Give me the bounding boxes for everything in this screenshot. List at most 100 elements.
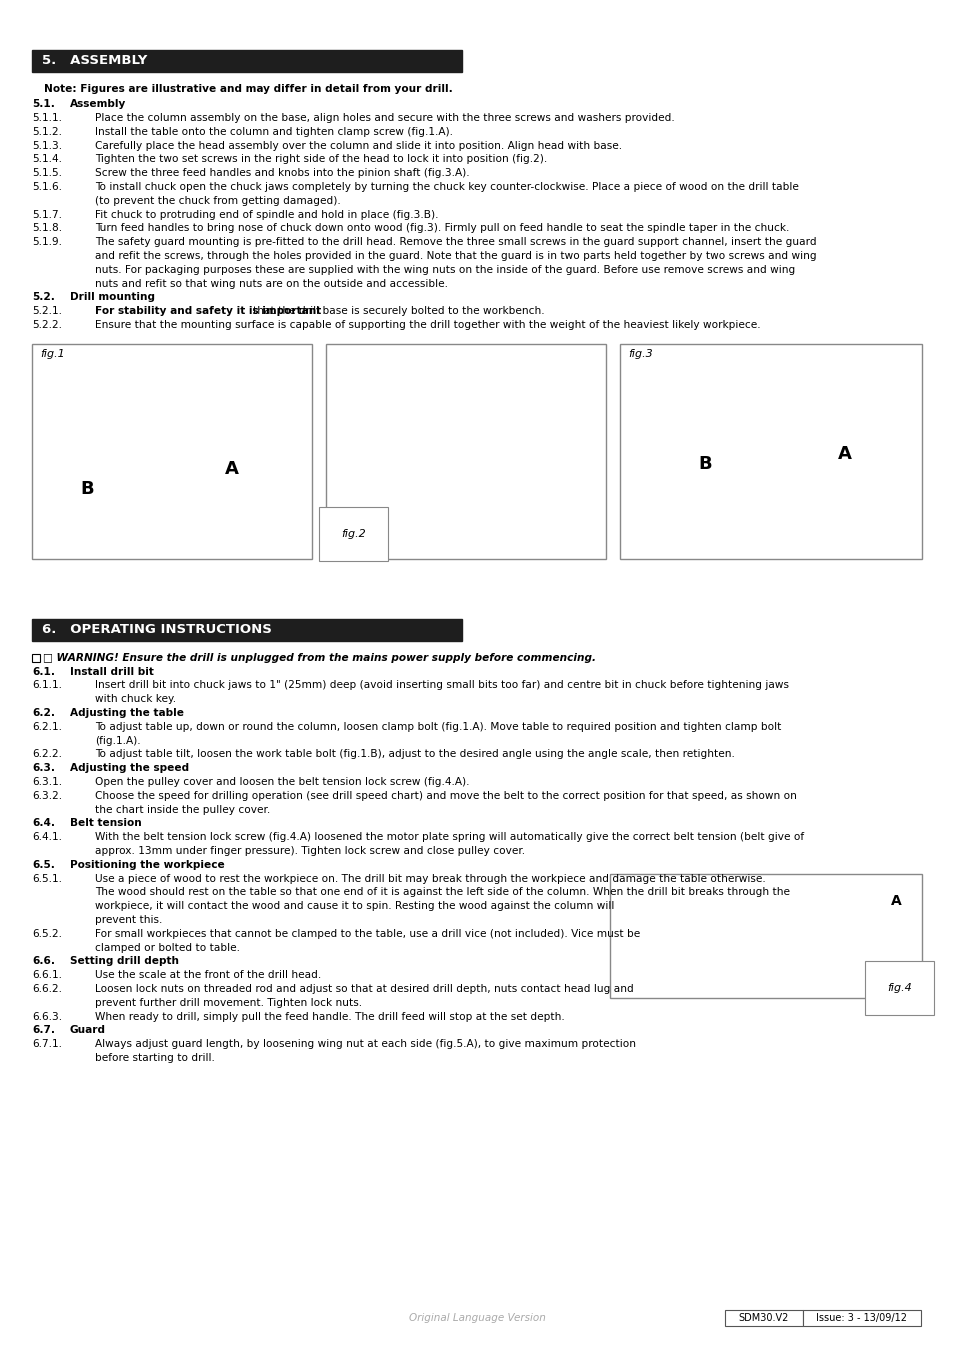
Text: 6.6.: 6.6.: [32, 956, 55, 967]
Text: Drill mounting: Drill mounting: [70, 293, 154, 302]
Text: prevent this.: prevent this.: [95, 915, 162, 925]
Text: Assembly: Assembly: [70, 99, 126, 109]
Text: 6.3.2.: 6.3.2.: [32, 791, 62, 801]
Text: 6.4.1.: 6.4.1.: [32, 832, 62, 842]
Text: 5.   ASSEMBLY: 5. ASSEMBLY: [42, 54, 147, 68]
Text: Issue: 3 - 13/09/12: Issue: 3 - 13/09/12: [816, 1314, 906, 1323]
Text: With the belt tension lock screw (fig.4.A) loosened the motor plate spring will : With the belt tension lock screw (fig.4.…: [95, 832, 803, 842]
Text: 6.   OPERATING INSTRUCTIONS: 6. OPERATING INSTRUCTIONS: [42, 624, 272, 636]
Text: the chart inside the pulley cover.: the chart inside the pulley cover.: [95, 805, 270, 814]
Text: 6.5.2.: 6.5.2.: [32, 929, 62, 938]
Text: 5.1.5.: 5.1.5.: [32, 169, 62, 178]
Text: fig.3: fig.3: [627, 348, 652, 359]
Text: fig.4: fig.4: [886, 983, 911, 992]
Text: 5.1.: 5.1.: [32, 99, 55, 109]
Text: that the drill base is securely bolted to the workbench.: that the drill base is securely bolted t…: [253, 306, 544, 316]
Text: A: A: [225, 460, 238, 478]
Text: Setting drill depth: Setting drill depth: [70, 956, 179, 967]
Text: 5.2.1.: 5.2.1.: [32, 306, 62, 316]
Text: Use a piece of wood to rest the workpiece on. The drill bit may break through th: Use a piece of wood to rest the workpiec…: [95, 873, 765, 884]
Text: For small workpieces that cannot be clamped to the table, use a drill vice (not : For small workpieces that cannot be clam…: [95, 929, 639, 938]
Text: 5.1.1.: 5.1.1.: [32, 113, 62, 123]
Text: 6.2.2.: 6.2.2.: [32, 749, 62, 760]
Text: 5.2.2.: 5.2.2.: [32, 320, 62, 329]
Text: Adjusting the table: Adjusting the table: [70, 707, 184, 718]
Text: Tighten the two set screws in the right side of the head to lock it into positio: Tighten the two set screws in the right …: [95, 154, 547, 165]
Text: 6.4.: 6.4.: [32, 818, 55, 829]
Text: 5.1.9.: 5.1.9.: [32, 238, 62, 247]
Text: 6.5.1.: 6.5.1.: [32, 873, 62, 884]
Text: A: A: [890, 894, 901, 907]
Text: □ WARNING! Ensure the drill is unplugged from the mains power supply before comm: □ WARNING! Ensure the drill is unplugged…: [43, 653, 596, 663]
Text: 5.1.3.: 5.1.3.: [32, 140, 62, 151]
Text: workpiece, it will contact the wood and cause it to spin. Resting the wood again: workpiece, it will contact the wood and …: [95, 902, 614, 911]
Text: 6.6.1.: 6.6.1.: [32, 971, 62, 980]
Text: Screw the three feed handles and knobs into the pinion shaft (fig.3.A).: Screw the three feed handles and knobs i…: [95, 169, 469, 178]
Text: When ready to drill, simply pull the feed handle. The drill feed will stop at th: When ready to drill, simply pull the fee…: [95, 1011, 564, 1022]
Bar: [32, 653, 40, 662]
Text: 6.7.1.: 6.7.1.: [32, 1040, 62, 1049]
Text: The safety guard mounting is pre-fitted to the drill head. Remove the three smal: The safety guard mounting is pre-fitted …: [95, 238, 816, 247]
Text: (to prevent the chuck from getting damaged).: (to prevent the chuck from getting damag…: [95, 196, 340, 205]
Text: 6.1.: 6.1.: [32, 667, 55, 676]
Text: Guard: Guard: [70, 1026, 106, 1035]
Text: SDM30.V2: SDM30.V2: [738, 1314, 788, 1323]
FancyBboxPatch shape: [619, 344, 921, 559]
Text: Positioning the workpiece: Positioning the workpiece: [70, 860, 225, 869]
Text: Note: Figures are illustrative and may differ in detail from your drill.: Note: Figures are illustrative and may d…: [44, 84, 453, 95]
Bar: [724, 1310, 802, 1326]
Text: A: A: [837, 444, 851, 463]
Text: Insert drill bit into chuck jaws to 1" (25mm) deep (avoid inserting small bits t: Insert drill bit into chuck jaws to 1" (…: [95, 680, 788, 690]
Text: nuts and refit so that wing nuts are on the outside and accessible.: nuts and refit so that wing nuts are on …: [95, 278, 448, 289]
Text: To adjust table tilt, loosen the work table bolt (fig.1.B), adjust to the desire: To adjust table tilt, loosen the work ta…: [95, 749, 734, 760]
Text: 5.1.8.: 5.1.8.: [32, 223, 62, 234]
FancyBboxPatch shape: [32, 344, 312, 559]
Text: 5.1.7.: 5.1.7.: [32, 209, 62, 220]
Text: 6.2.1.: 6.2.1.: [32, 722, 62, 732]
Text: fig.1: fig.1: [40, 348, 65, 359]
Text: Turn feed handles to bring nose of chuck down onto wood (fig.3). Firmly pull on : Turn feed handles to bring nose of chuck…: [95, 223, 788, 234]
Bar: [802, 1310, 920, 1326]
Text: Original Language Version: Original Language Version: [408, 1314, 545, 1323]
Text: 6.3.: 6.3.: [32, 763, 55, 774]
Text: 6.2.: 6.2.: [32, 707, 55, 718]
Text: The wood should rest on the table so that one end of it is against the left side: The wood should rest on the table so tha…: [95, 887, 789, 898]
Text: 5.2.: 5.2.: [32, 293, 55, 302]
Text: fig.2: fig.2: [340, 529, 365, 539]
Text: Install the table onto the column and tighten clamp screw (fig.1.A).: Install the table onto the column and ti…: [95, 127, 453, 136]
Text: Install drill bit: Install drill bit: [70, 667, 153, 676]
Text: Loosen lock nuts on threaded rod and adjust so that at desired drill depth, nuts: Loosen lock nuts on threaded rod and adj…: [95, 984, 633, 994]
Text: clamped or bolted to table.: clamped or bolted to table.: [95, 942, 240, 953]
Text: (fig.1.A).: (fig.1.A).: [95, 736, 140, 745]
Text: Place the column assembly on the base, align holes and secure with the three scr: Place the column assembly on the base, a…: [95, 113, 674, 123]
Text: Use the scale at the front of the drill head.: Use the scale at the front of the drill …: [95, 971, 321, 980]
Text: Carefully place the head assembly over the column and slide it into position. Al: Carefully place the head assembly over t…: [95, 140, 621, 151]
Text: 6.6.3.: 6.6.3.: [32, 1011, 62, 1022]
Bar: [32, 50, 461, 72]
Bar: [32, 618, 461, 641]
Text: 5.1.6.: 5.1.6.: [32, 182, 62, 192]
Text: before starting to drill.: before starting to drill.: [95, 1053, 214, 1062]
Text: B: B: [80, 479, 93, 498]
Text: B: B: [698, 455, 711, 472]
Text: Adjusting the speed: Adjusting the speed: [70, 763, 189, 774]
Text: and refit the screws, through the holes provided in the guard. Note that the gua: and refit the screws, through the holes …: [95, 251, 816, 261]
Text: Fit chuck to protruding end of spindle and hold in place (fig.3.B).: Fit chuck to protruding end of spindle a…: [95, 209, 438, 220]
Text: approx. 13mm under finger pressure). Tighten lock screw and close pulley cover.: approx. 13mm under finger pressure). Tig…: [95, 846, 524, 856]
Text: Always adjust guard length, by loosening wing nut at each side (fig.5.A), to giv: Always adjust guard length, by loosening…: [95, 1040, 636, 1049]
Text: To adjust table up, down or round the column, loosen clamp bolt (fig.1.A). Move : To adjust table up, down or round the co…: [95, 722, 781, 732]
Text: 6.7.: 6.7.: [32, 1026, 55, 1035]
Text: nuts. For packaging purposes these are supplied with the wing nuts on the inside: nuts. For packaging purposes these are s…: [95, 265, 795, 275]
Text: For stability and safety it is important: For stability and safety it is important: [95, 306, 321, 316]
Text: 6.5.: 6.5.: [32, 860, 55, 869]
FancyBboxPatch shape: [326, 344, 605, 559]
Text: Ensure that the mounting surface is capable of supporting the drill together wit: Ensure that the mounting surface is capa…: [95, 320, 760, 329]
Text: 6.6.2.: 6.6.2.: [32, 984, 62, 994]
Text: 5.1.2.: 5.1.2.: [32, 127, 62, 136]
Text: 6.1.1.: 6.1.1.: [32, 680, 62, 690]
Text: 6.3.1.: 6.3.1.: [32, 778, 62, 787]
Text: Choose the speed for drilling operation (see drill speed chart) and move the bel: Choose the speed for drilling operation …: [95, 791, 796, 801]
Text: Belt tension: Belt tension: [70, 818, 142, 829]
Text: 5.1.4.: 5.1.4.: [32, 154, 62, 165]
Text: with chuck key.: with chuck key.: [95, 694, 176, 705]
